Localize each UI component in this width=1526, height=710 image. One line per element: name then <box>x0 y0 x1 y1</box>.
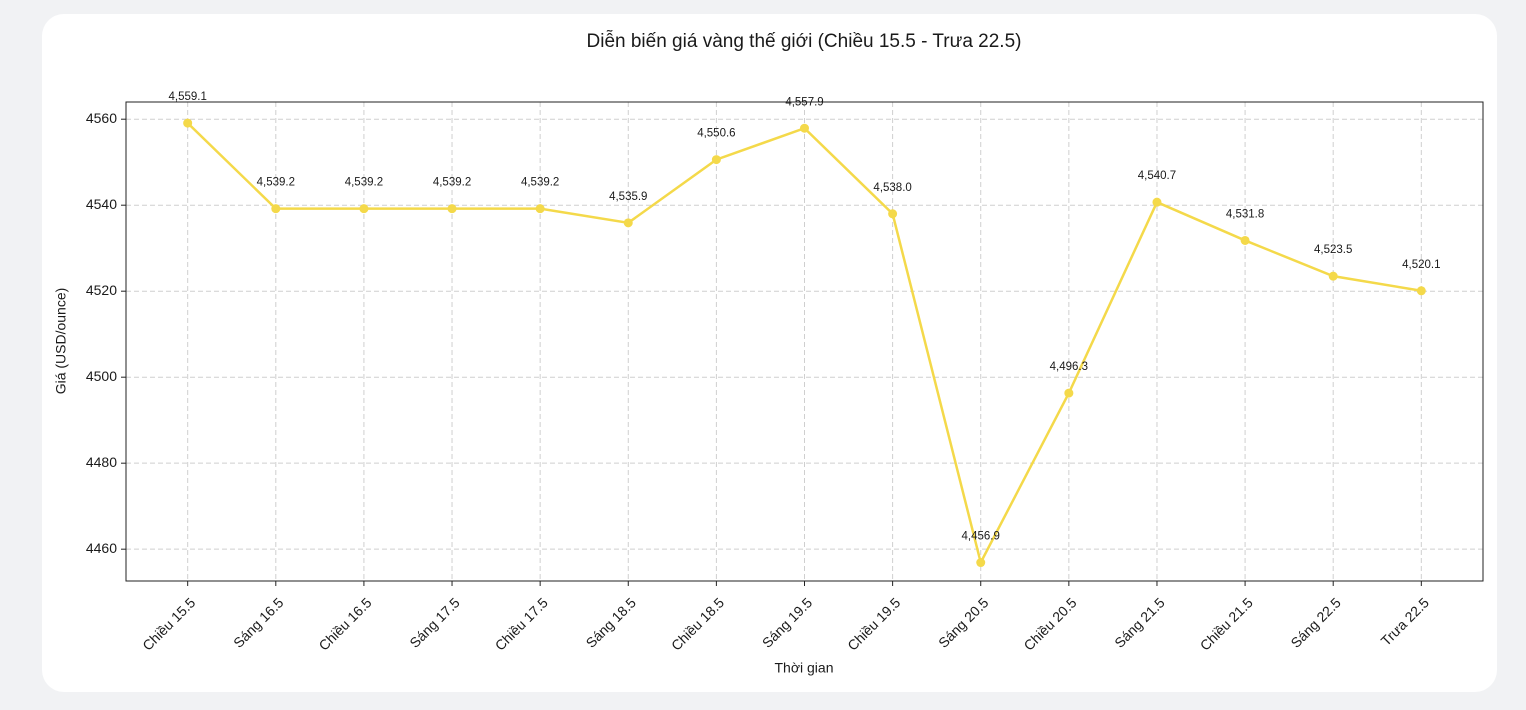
point <box>1064 388 1074 398</box>
x-axis-label: Thời gian <box>775 660 834 676</box>
point <box>1152 197 1162 207</box>
x-tick-label: Chiều 19.5 <box>844 594 903 653</box>
point <box>800 123 809 133</box>
point <box>711 155 721 165</box>
x-tick-label: Sáng 20.5 <box>935 594 992 651</box>
y-tick-label: 4480 <box>86 454 117 470</box>
x-tick-label: Sáng 19.5 <box>759 594 816 651</box>
x-tick-label: Chiều 21.5 <box>1197 594 1256 653</box>
value-label: 4,540.7 <box>1138 170 1176 182</box>
point <box>1240 235 1250 245</box>
value-label: 4,539.2 <box>521 177 559 189</box>
value-label: 4,520.1 <box>1402 259 1440 271</box>
value-label: 4,539.2 <box>433 177 471 189</box>
point <box>359 204 369 214</box>
x-tick-label: Sáng 22.5 <box>1287 594 1344 651</box>
x-tick-label: Trưa 22.5 <box>1378 594 1433 649</box>
y-tick-label: 4460 <box>86 540 117 556</box>
x-tick-label: Chiều 16.5 <box>315 594 374 653</box>
point <box>1416 286 1426 296</box>
point <box>976 558 986 568</box>
x-tick-label: Chiều 20.5 <box>1020 594 1079 653</box>
point <box>1328 271 1338 281</box>
x-tick-label: Chiều 15.5 <box>139 594 198 653</box>
y-tick-label: 4520 <box>86 282 117 298</box>
y-tick-label: 4560 <box>86 110 117 126</box>
x-tick-label: Sáng 16.5 <box>230 594 287 651</box>
value-label: 4,539.2 <box>257 177 295 189</box>
value-label: 4,539.2 <box>345 177 383 189</box>
value-label: 4,496.3 <box>1050 361 1088 373</box>
point <box>183 118 193 128</box>
value-label: 4,531.8 <box>1226 208 1264 220</box>
value-label: 4,523.5 <box>1314 244 1352 256</box>
x-tick-label: Sáng 17.5 <box>406 594 463 651</box>
card <box>42 14 1497 692</box>
x-tick-label: Chiều 17.5 <box>492 594 551 653</box>
plot-frame <box>125 101 1484 582</box>
x-tick-label: Sáng 18.5 <box>583 594 640 651</box>
point <box>447 204 457 214</box>
y-tick-label: 4540 <box>86 196 117 212</box>
point <box>535 204 545 214</box>
point <box>623 218 633 228</box>
value-label: 4,557.9 <box>785 96 823 108</box>
value-label: 4,538.0 <box>873 182 911 194</box>
value-label: 4,559.1 <box>168 91 206 103</box>
point <box>271 204 281 214</box>
chart-title: Diễn biến giá vàng thế giới (Chiều 15.5 … <box>587 30 1022 52</box>
x-tick-label: Sáng 21.5 <box>1111 594 1168 651</box>
point <box>888 209 898 219</box>
y-tick-label: 4500 <box>86 368 117 384</box>
value-label: 4,535.9 <box>609 191 647 203</box>
value-label: 4,550.6 <box>697 128 735 140</box>
x-tick-label: Chiều 18.5 <box>668 594 727 653</box>
y-axis-label: Giá (USD/ounce) <box>53 288 69 395</box>
value-label: 4,456.9 <box>962 531 1000 543</box>
